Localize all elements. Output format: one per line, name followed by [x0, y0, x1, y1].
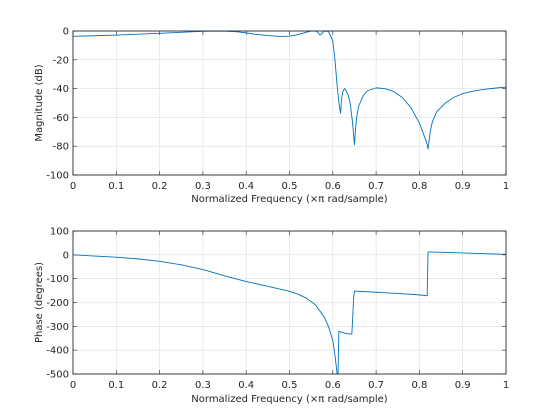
magnitude-y-tick-label: -20 — [53, 55, 69, 66]
magnitude-y-tick-label: 0 — [63, 27, 69, 38]
phase-y-tick-label: -200 — [46, 298, 69, 309]
phase-y-tick-label: -400 — [46, 346, 69, 357]
phase-y-axis-label: Phase (degrees) — [34, 262, 45, 343]
magnitude-y-tick-label: -40 — [53, 84, 69, 95]
phase-frame — [72, 230, 507, 375]
magnitude-x-ticks: 0 0.1 0.2 0.3 0.4 0.5 0.6 0.7 0.8 0.9 1 — [70, 31, 509, 192]
magnitude-y-tick-label: -100 — [46, 171, 69, 182]
phase-x-tick-label: 0.4 — [238, 380, 254, 391]
phase-y-tick-label: -100 — [46, 274, 69, 285]
magnitude-x-tick-label: 0.4 — [238, 181, 254, 192]
phase-y-ticks: -500 -400 -300 -200 -100 0 100 — [46, 227, 506, 381]
magnitude-x-tick-label: 0.3 — [195, 181, 211, 192]
phase-x-axis-label: Normalized Frequency (×π rad/sample) — [191, 394, 388, 405]
magnitude-x-tick-label: 0.8 — [411, 181, 427, 192]
magnitude-x-axis-label: Normalized Frequency (×π rad/sample) — [191, 194, 388, 205]
magnitude-x-tick-label: 0.7 — [368, 181, 384, 192]
magnitude-y-axis-label: Magnitude (dB) — [34, 64, 45, 141]
phase-x-ticks: 0 0.1 0.2 0.3 0.4 0.5 0.6 0.7 0.8 0.9 1 — [70, 231, 509, 391]
magnitude-x-tick-label: 0.1 — [108, 181, 124, 192]
phase-x-tick-label: 0 — [70, 380, 76, 391]
magnitude-axes: 0 0.1 0.2 0.3 0.4 0.5 0.6 0.7 0.8 0.9 1 -100 -80 -60… — [34, 27, 509, 206]
phase-x-tick-label: 0.3 — [195, 380, 211, 391]
phase-y-tick-label: -300 — [46, 322, 69, 333]
phase-y-tick-label: -500 — [46, 370, 69, 381]
phase-x-tick-label: 0.6 — [325, 380, 341, 391]
phase-x-tick-label: 0.7 — [368, 380, 384, 391]
magnitude-x-tick-label: 0.9 — [455, 181, 471, 192]
phase-y-tick-label: 0 — [63, 250, 69, 261]
magnitude-y-tick-label: -60 — [53, 113, 69, 124]
magnitude-y-tick-label: -80 — [53, 142, 69, 153]
phase-x-tick-label: 0.9 — [455, 380, 471, 391]
phase-y-tick-label: 100 — [50, 227, 69, 238]
phase-x-tick-label: 0.5 — [282, 380, 298, 391]
phase-x-tick-label: 0.1 — [108, 380, 124, 391]
magnitude-x-tick-label: 0.6 — [325, 181, 341, 192]
magnitude-x-tick-label: 0 — [70, 181, 76, 192]
magnitude-x-tick-label: 0.5 — [282, 181, 298, 192]
phase-axes: 0 0.1 0.2 0.3 0.4 0.5 0.6 0.7 0.8 0.9 1 -500 -400 -3… — [34, 227, 509, 406]
phase-x-tick-label: 0.2 — [152, 380, 168, 391]
magnitude-x-tick-label: 1 — [503, 181, 509, 192]
magnitude-frame — [72, 30, 507, 176]
magnitude-response-line — [72, 30, 507, 150]
magnitude-x-tick-label: 0.2 — [152, 181, 168, 192]
phase-x-tick-label: 0.8 — [411, 380, 427, 391]
phase-x-tick-label: 1 — [503, 380, 509, 391]
